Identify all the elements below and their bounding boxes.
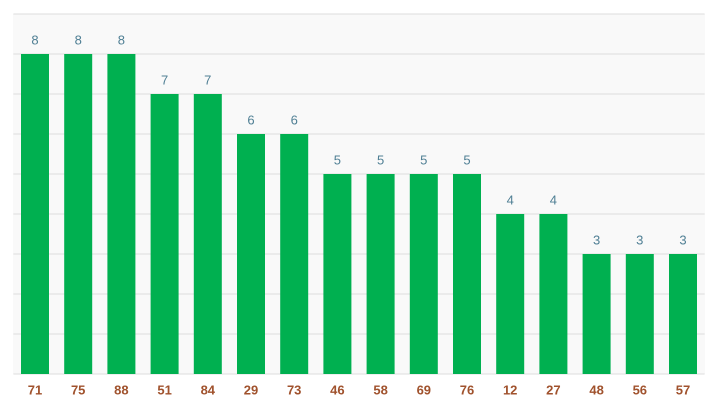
x-tick-label: 51 <box>157 382 171 397</box>
bar <box>496 214 525 374</box>
value-label: 5 <box>463 152 470 167</box>
value-label: 7 <box>161 72 168 87</box>
bar <box>21 54 49 374</box>
bar <box>669 254 697 374</box>
x-tick-label: 56 <box>633 382 647 397</box>
bar <box>107 54 136 374</box>
x-tick-label: 69 <box>417 382 431 397</box>
bar <box>625 254 654 374</box>
value-label: 5 <box>334 152 341 167</box>
value-label: 4 <box>550 192 557 207</box>
x-tick-label: 12 <box>503 382 517 397</box>
value-label: 6 <box>291 112 298 127</box>
bar <box>323 174 352 374</box>
x-tick-label: 27 <box>546 382 560 397</box>
x-tick-label: 73 <box>287 382 301 397</box>
value-label: 3 <box>636 232 643 247</box>
bar <box>193 94 222 374</box>
x-tick-label: 75 <box>71 382 85 397</box>
x-tick-label: 88 <box>114 382 128 397</box>
value-label: 8 <box>118 32 125 47</box>
value-label: 4 <box>507 192 514 207</box>
bar <box>280 134 309 374</box>
x-tick-label: 29 <box>244 382 258 397</box>
value-label: 3 <box>679 232 686 247</box>
bar <box>539 214 568 374</box>
bar <box>366 174 395 374</box>
x-tick-label: 84 <box>201 382 216 397</box>
bar <box>453 174 481 374</box>
x-tick-label: 58 <box>373 382 387 397</box>
value-label: 6 <box>247 112 254 127</box>
x-tick-label: 76 <box>460 382 474 397</box>
x-tick-label: 46 <box>330 382 344 397</box>
bar <box>582 254 611 374</box>
x-tick-label: 48 <box>589 382 603 397</box>
value-label: 5 <box>420 152 427 167</box>
value-label: 8 <box>31 32 38 47</box>
x-tick-label: 57 <box>676 382 690 397</box>
bar <box>237 134 265 374</box>
bar <box>409 174 438 374</box>
value-label: 5 <box>377 152 384 167</box>
x-tick-label: 71 <box>28 382 42 397</box>
bar <box>150 94 179 374</box>
value-label: 7 <box>204 72 211 87</box>
bar <box>64 54 93 374</box>
value-label: 8 <box>75 32 82 47</box>
value-label: 3 <box>593 232 600 247</box>
